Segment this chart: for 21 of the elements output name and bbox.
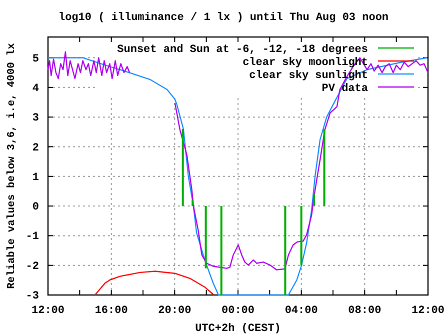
y-tick-label: -1 — [26, 231, 40, 244]
y-tick-label: 2 — [32, 142, 39, 154]
x-tick-label: 04:00 — [284, 304, 318, 317]
x-tick-label: 20:00 — [158, 304, 192, 317]
x-tick-label: 00:00 — [221, 304, 255, 317]
y-tick-label: 3 — [32, 112, 40, 125]
chart-title: log10 ( illuminance / 1 lx ) until Thu Aug 03 noon — [58, 12, 389, 24]
y-tick-label: -3 — [26, 290, 40, 303]
legend-label: PV data — [322, 83, 368, 95]
x-tick-label: 12:00 — [31, 304, 65, 317]
x-tick-label: 08:00 — [348, 304, 382, 317]
legend-label: Sunset and Sun at -6, -12, -18 degrees — [117, 44, 368, 56]
x-axis-title: UTC+2h (CEST) — [195, 323, 281, 335]
y-tick-label: 0 — [32, 202, 39, 214]
y-tick-label: 4 — [32, 82, 40, 95]
y-tick-label: 5 — [32, 53, 40, 66]
y-tick-label: 1 — [32, 172, 40, 184]
x-tick-label: 16:00 — [94, 304, 128, 317]
y-axis-title: Reliable values below 3,6, i.e, 4000 lx — [6, 42, 18, 289]
y-tick-label: -2 — [26, 260, 39, 273]
x-tick-label: 12:00 — [411, 304, 445, 317]
